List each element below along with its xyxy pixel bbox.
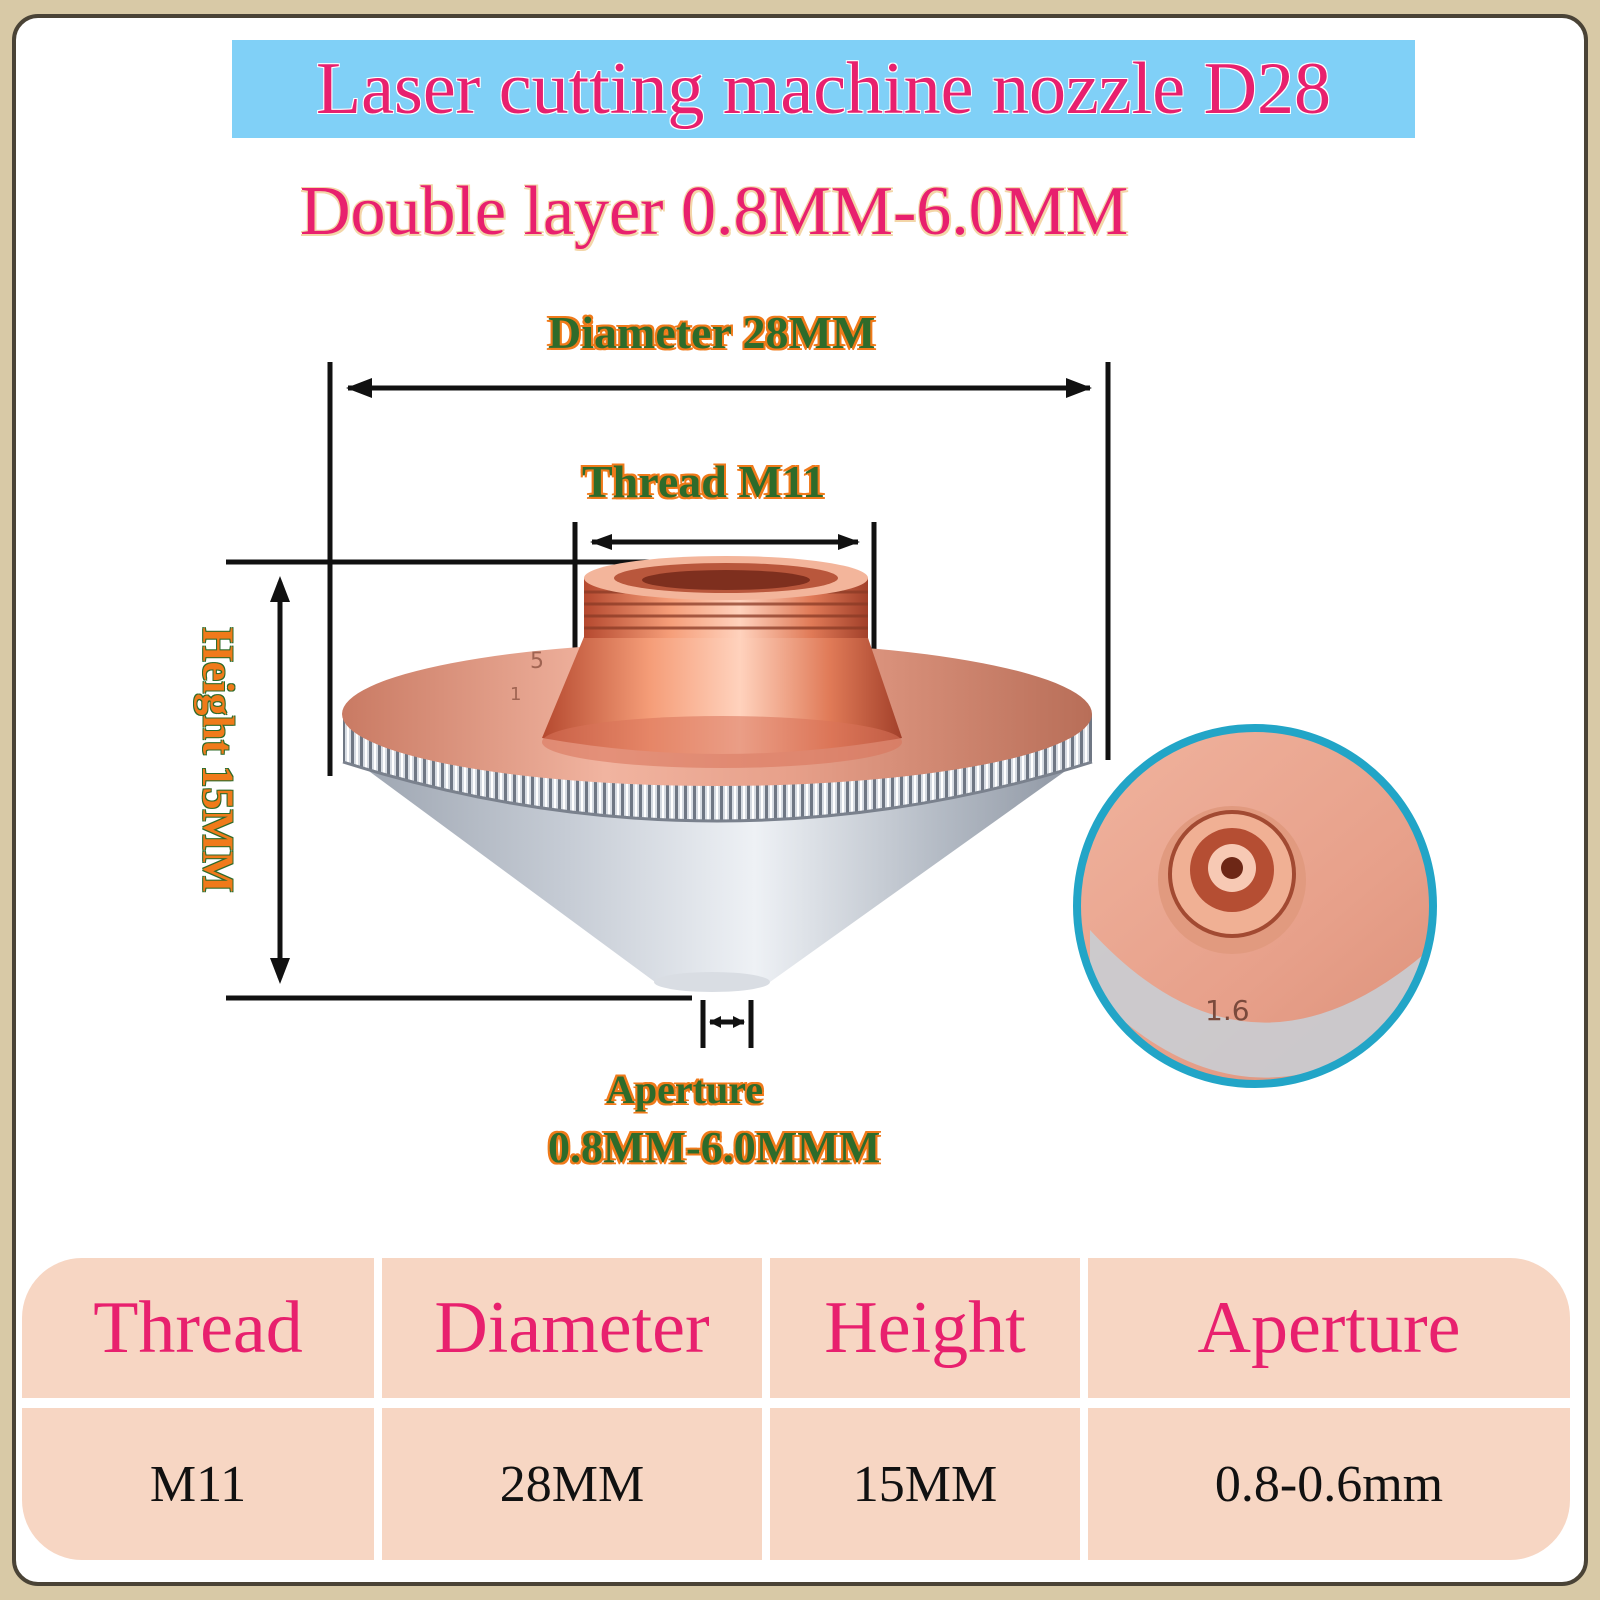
aperture-range-label: 0.8MM-6.0MMM: [548, 1123, 881, 1172]
table-cell: 0.8-0.6mm: [1088, 1408, 1570, 1560]
table-cell: 15MM: [770, 1408, 1088, 1560]
page-title: Laser cutting machine nozzle D28: [315, 47, 1332, 130]
header-thread: Thread: [93, 1286, 303, 1369]
table-row-divider: [22, 1398, 1570, 1408]
table-header-cell: Thread: [22, 1258, 382, 1398]
table-row: M11 28MM 15MM 0.8-0.6mm: [22, 1408, 1570, 1560]
value-diameter: 28MM: [499, 1455, 645, 1513]
table-header-row: Thread Diameter Height Aperture: [22, 1258, 1570, 1398]
spec-table: Thread Diameter Height Aperture M11 28MM…: [22, 1258, 1570, 1560]
title-banner: Laser cutting machine nozzle D28: [232, 40, 1415, 138]
header-aperture: Aperture: [1197, 1286, 1461, 1369]
table-cell: 28MM: [382, 1408, 770, 1560]
diameter-label: Diameter 28MM: [548, 307, 876, 358]
header-height: Height: [824, 1286, 1026, 1369]
dimension-arrowheads: [270, 378, 1092, 1028]
table-header-cell: Aperture: [1088, 1258, 1570, 1398]
height-label: Height 15MM: [193, 627, 243, 893]
subtitle: Double layer 0.8MM-6.0MM: [300, 173, 1129, 250]
table-cell: M11: [22, 1408, 382, 1560]
value-thread: M11: [149, 1455, 247, 1513]
inset-marking: 1.6: [1205, 994, 1250, 1027]
value-aperture: 0.8-0.6mm: [1214, 1455, 1444, 1513]
value-height: 15MM: [852, 1455, 998, 1513]
svg-text:5: 5: [530, 649, 544, 674]
nozzle-top-view-inset: 1.6: [1073, 724, 1437, 1088]
thread-label: Thread M11: [582, 456, 826, 507]
svg-text:1: 1: [510, 684, 521, 705]
header-diameter: Diameter: [434, 1286, 710, 1369]
table-header-cell: Height: [770, 1258, 1088, 1398]
nozzle-product-image: 5 1: [342, 556, 1093, 992]
aperture-label: Aperture: [606, 1067, 763, 1112]
table-header-cell: Diameter: [382, 1258, 770, 1398]
